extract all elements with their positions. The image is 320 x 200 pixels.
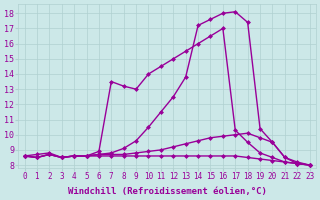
X-axis label: Windchill (Refroidissement éolien,°C): Windchill (Refroidissement éolien,°C) [68, 187, 267, 196]
